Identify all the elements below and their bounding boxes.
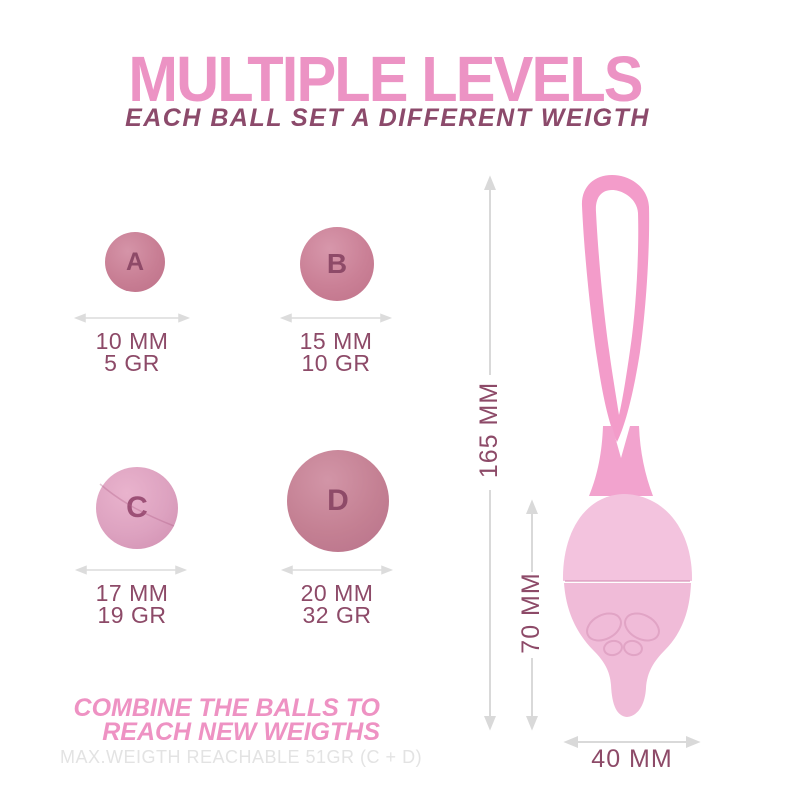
- product-loop: [581, 175, 650, 442]
- butterfly-icon: [586, 612, 660, 657]
- ball-d-arrowhead-left: [280, 565, 293, 575]
- butterfly-right-wing: [624, 612, 660, 642]
- butterfly-left-lower-wing: [603, 639, 623, 657]
- footer-line1: COMBINE THE BALLS TO: [73, 694, 380, 722]
- butterfly-left-wing: [586, 612, 622, 642]
- ball-b-diameter: 15 MM: [299, 328, 373, 354]
- total-height-arrowhead-top: [484, 175, 496, 190]
- ball-c-diameter: 17 MM: [95, 580, 169, 606]
- ball-d-dimensions: 20 MM 32 GR: [283, 580, 391, 628]
- ball-b-dimensions: 15 MM 10 GR: [282, 328, 390, 376]
- ball-b-letter: B: [326, 248, 348, 279]
- ball-a-diameter: 10 MM: [95, 328, 169, 354]
- ball-b: B: [300, 227, 374, 301]
- ball-d-arrowhead-right: [381, 565, 394, 575]
- product-illustration: [562, 175, 693, 717]
- body-height-label: 70 MM: [516, 572, 545, 654]
- ball-a-letter: A: [125, 247, 145, 276]
- page-title: MULTIPLE LEVELS: [128, 43, 643, 115]
- footer-note: MAX.WEIGTH REACHABLE 51GR (C + D): [60, 747, 423, 767]
- ball-d-diameter: 20 MM: [300, 580, 374, 606]
- ball-c-weight: 19 GR: [97, 602, 167, 628]
- ball-a-arrowhead-left: [73, 313, 86, 323]
- ball-c: C: [96, 467, 178, 549]
- total-height-arrowhead-bottom: [484, 716, 496, 731]
- ball-a-weight: 5 GR: [104, 350, 160, 376]
- ball-b-arrowhead-right: [380, 313, 393, 323]
- ball-c-arrowhead-right: [175, 565, 188, 575]
- footer-line2: REACH NEW WEIGTHS: [102, 718, 380, 746]
- product-stem: [589, 426, 653, 496]
- width-label: 40 MM: [591, 744, 673, 773]
- ball-c-letter: C: [126, 491, 148, 524]
- ball-a-dimensions: 10 MM 5 GR: [77, 328, 187, 376]
- butterfly-right-lower-wing: [623, 639, 643, 657]
- ball-b-arrowhead-left: [279, 313, 292, 323]
- ball-d-letter: D: [327, 484, 349, 517]
- ball-d-weight: 32 GR: [302, 602, 372, 628]
- total-height-label: 165 MM: [474, 381, 503, 479]
- product-dome: [562, 494, 693, 581]
- footer-block: COMBINE THE BALLS TO REACH NEW WEIGTHS M…: [60, 694, 423, 768]
- page-subtitle: EACH BALL SET A DIFFERENT WEIGTH: [125, 104, 650, 132]
- body-height-arrowhead-top: [526, 499, 538, 514]
- ball-b-weight: 10 GR: [301, 350, 371, 376]
- ball-c-arrowhead-left: [74, 565, 87, 575]
- ball-c-dimensions: 17 MM 19 GR: [77, 580, 187, 628]
- ball-a-arrowhead-right: [178, 313, 191, 323]
- ball-d: D: [287, 450, 389, 552]
- body-height-arrowhead-bottom: [526, 716, 538, 731]
- product-body: [564, 583, 691, 717]
- ball-a: A: [105, 232, 165, 292]
